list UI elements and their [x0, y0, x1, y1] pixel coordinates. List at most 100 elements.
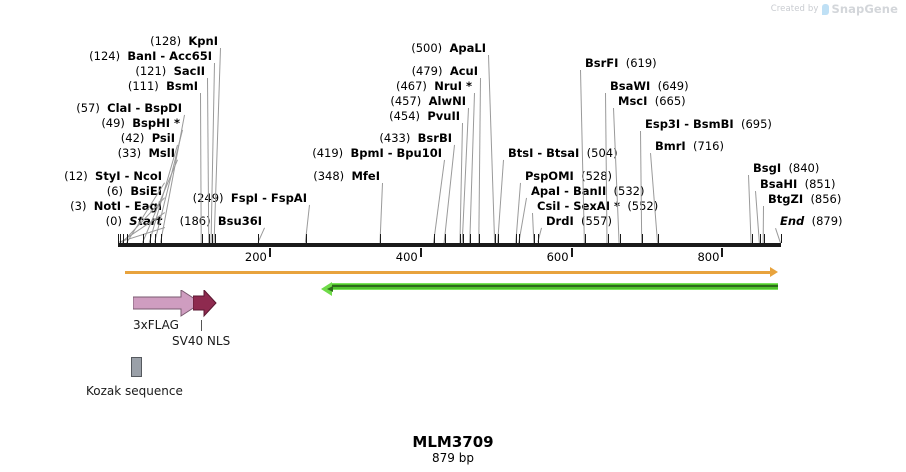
enzyme-leader-line	[748, 175, 752, 244]
enzyme-leader-line	[605, 93, 608, 244]
enzyme-label[interactable]: (121) SacII	[135, 65, 205, 77]
enzyme-label[interactable]: ApaI - BanII (532)	[531, 185, 644, 197]
enzyme-label[interactable]: (457) AlwNI	[390, 95, 466, 107]
enzyme-name: SacII	[173, 64, 205, 78]
enzyme-name: NruI *	[434, 79, 472, 93]
enzyme-label[interactable]: CsiI - SexAI * (552)	[537, 200, 658, 212]
restriction-site-tick	[619, 234, 621, 243]
enzyme-label[interactable]: BsaHI (851)	[760, 178, 836, 190]
enzyme-label[interactable]: BmrI (716)	[655, 140, 724, 152]
enzyme-label[interactable]: DrdI (557)	[546, 215, 612, 227]
enzyme-position: (716)	[693, 139, 724, 153]
enzyme-name: BsaWI	[610, 79, 651, 93]
restriction-site-tick	[142, 234, 144, 243]
restriction-site-tick	[538, 234, 540, 243]
axis-tick-mark	[268, 248, 271, 257]
restriction-site-tick	[584, 234, 586, 243]
enzyme-label[interactable]: (454) PvuII	[389, 110, 460, 122]
enzyme-label[interactable]: MscI (665)	[618, 95, 686, 107]
feature-arrow-sv40-nls	[193, 290, 217, 318]
enzyme-name: BpmI	[350, 146, 384, 160]
enzyme-position: (454)	[389, 109, 421, 123]
watermark-created-by-label: Created by	[770, 4, 819, 14]
feature-label-kozak: Kozak sequence	[86, 384, 183, 398]
sequence-ruler-bar	[118, 243, 781, 247]
enzyme-name: BtgZI	[768, 192, 804, 206]
enzyme-label[interactable]: BtgZI (856)	[768, 193, 841, 205]
restriction-site-tick	[209, 234, 211, 243]
enzyme-label[interactable]: (479) AcuI	[412, 65, 478, 77]
enzyme-name: End	[780, 214, 805, 228]
enzyme-leader-line	[488, 55, 496, 244]
enzyme-name-separator: -	[383, 146, 397, 160]
enzyme-name: ApaI	[531, 184, 561, 198]
enzyme-position: (528)	[581, 169, 613, 183]
enzyme-position: (12)	[64, 169, 88, 183]
restriction-site-tick	[479, 234, 481, 243]
enzyme-label[interactable]: Esp3I - BsmBI (695)	[645, 118, 772, 130]
restriction-site-tick	[160, 234, 162, 243]
enzyme-name: MslI	[148, 146, 175, 160]
enzyme-position: (500)	[411, 41, 443, 55]
enzyme-position: (619)	[625, 56, 657, 70]
enzyme-position: (879)	[811, 214, 843, 228]
enzyme-leader-line	[200, 93, 202, 244]
enzyme-name: NcoI	[133, 169, 162, 183]
enzyme-position: (479)	[411, 64, 443, 78]
enzyme-name: FspI	[230, 191, 259, 205]
enzyme-name: AlwNI	[428, 94, 466, 108]
restriction-site-tick	[751, 234, 753, 243]
restriction-site-tick	[781, 234, 782, 243]
restriction-site-tick	[120, 234, 122, 243]
enzyme-name: Acc65I	[169, 49, 212, 63]
enzyme-position: (840)	[788, 161, 820, 175]
feature-label-sv40-nls: SV40 NLS	[172, 334, 231, 348]
enzyme-label[interactable]: (49) BspHI *	[101, 117, 180, 129]
enzyme-position: (128)	[150, 34, 182, 48]
enzyme-name: BspHI *	[132, 116, 180, 130]
enzyme-name: BsrFI	[585, 56, 619, 70]
enzyme-label[interactable]: (249) FspI - FspAI	[193, 192, 307, 204]
enzyme-leader-line	[613, 108, 620, 244]
restriction-site-tick	[214, 234, 216, 243]
restriction-site-tick	[658, 234, 660, 243]
enzyme-label[interactable]: (12) StyI - NcoI	[64, 170, 162, 182]
enzyme-label[interactable]: (33) MslI	[118, 147, 175, 159]
enzyme-label[interactable]: BsaWI (649)	[610, 80, 689, 92]
enzyme-label[interactable]: (419) BpmI - Bpu10I	[312, 147, 442, 159]
enzyme-label[interactable]: End (879)	[780, 215, 843, 227]
enzyme-label[interactable]: (467) NruI *	[396, 80, 472, 92]
enzyme-label[interactable]: (42) PsiI	[121, 132, 175, 144]
enzyme-label[interactable]: BsrFI (619)	[585, 57, 657, 69]
enzyme-label[interactable]: (124) BanI - Acc65I	[89, 50, 212, 62]
enzyme-label[interactable]: BsgI (840)	[753, 162, 819, 174]
enzyme-label[interactable]: (348) MfeI	[313, 170, 380, 182]
enzyme-label[interactable]: PspOMI (528)	[525, 170, 612, 182]
enzyme-name: BanI	[127, 49, 157, 63]
page-title: MLM3709	[412, 433, 494, 451]
enzyme-label[interactable]: (6) BsiEI	[107, 185, 162, 197]
enzyme-name: BtsaI	[546, 146, 580, 160]
enzyme-label[interactable]: (128) KpnI	[150, 35, 218, 47]
restriction-site-tick	[122, 234, 124, 243]
enzyme-name-separator: -	[560, 184, 573, 198]
enzyme-position: (186)	[179, 214, 211, 228]
enzyme-name: Bsu36I	[217, 214, 262, 228]
enzyme-leader-line	[207, 78, 210, 244]
enzyme-label[interactable]: BtsI - BtsaI (504)	[508, 147, 618, 159]
enzyme-name: BsmI	[166, 79, 198, 93]
restriction-site-tick	[380, 234, 382, 243]
enzyme-name: PvuII	[427, 109, 460, 123]
enzyme-name-separator: -	[131, 101, 145, 115]
enzyme-name: MfeI	[351, 169, 380, 183]
enzyme-label[interactable]: (57) ClaI - BspDI	[76, 102, 182, 114]
enzyme-label[interactable]: (186) Bsu36I	[180, 215, 262, 227]
enzyme-name: DrdI	[546, 214, 574, 228]
enzyme-leader-line	[433, 159, 445, 243]
restriction-site-tick	[201, 234, 203, 243]
restriction-site-tick	[759, 234, 761, 243]
enzyme-label[interactable]: (433) BsrBI	[379, 132, 452, 144]
enzyme-name: NotI	[93, 199, 122, 213]
enzyme-label[interactable]: (111) BsmI	[128, 80, 198, 92]
enzyme-label[interactable]: (500) ApaLI	[411, 42, 486, 54]
